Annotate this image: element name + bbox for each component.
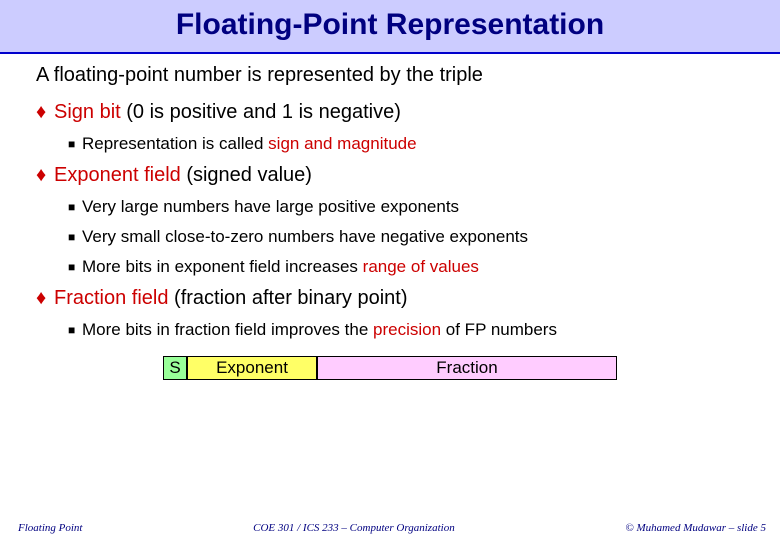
footer: Floating Point COE 301 / ICS 233 – Compu… <box>0 522 780 534</box>
square-icon: ■ <box>68 137 82 151</box>
bullet-lvl1: ♦Sign bit (0 is positive and 1 is negati… <box>36 101 744 124</box>
diagram-box: S <box>163 356 187 380</box>
bullet-text: range of values <box>363 257 479 276</box>
fp-diagram: SExponentFraction <box>36 356 744 380</box>
bullet-text: precision <box>373 320 441 339</box>
bullet-text: Representation is called <box>82 134 268 153</box>
bullet-lvl2: ■More bits in fraction field improves th… <box>68 320 744 340</box>
bullet-text: More bits in exponent field increases <box>82 257 363 276</box>
title-band: Floating-Point Representation <box>0 0 780 52</box>
square-icon: ■ <box>68 230 82 244</box>
square-icon: ■ <box>68 323 82 337</box>
footer-center: COE 301 / ICS 233 – Computer Organizatio… <box>253 522 455 534</box>
slide-title: Floating-Point Representation <box>0 8 780 42</box>
square-icon: ■ <box>68 200 82 214</box>
bullet-lvl1: ♦Exponent field (signed value) <box>36 164 744 187</box>
bullet-term: Exponent field <box>54 164 181 186</box>
bullet-text: Very large numbers have large positive e… <box>82 197 459 216</box>
bullet-term: Sign bit <box>54 101 121 123</box>
bullet-lvl2: ■Very small close-to-zero numbers have n… <box>68 227 744 247</box>
bullet-lvl2: ■More bits in exponent field increases r… <box>68 257 744 277</box>
bullet-text: More bits in fraction field improves the <box>82 320 373 339</box>
bullet-text: Very small close-to-zero numbers have ne… <box>82 227 528 246</box>
diagram-box: Exponent <box>187 356 317 380</box>
bullet-text: sign and magnitude <box>268 134 416 153</box>
bullet-rest: (signed value) <box>181 164 312 186</box>
bullet-rest: (fraction after binary point) <box>169 287 408 309</box>
bullet-term: Fraction field <box>54 287 169 309</box>
footer-right: © Muhamed Mudawar – slide 5 <box>625 522 780 534</box>
bullet-text: of FP numbers <box>441 320 557 339</box>
slide-body: A floating-point number is represented b… <box>0 54 780 380</box>
bullet-rest: (0 is positive and 1 is negative) <box>121 101 401 123</box>
diamond-icon: ♦ <box>36 164 54 187</box>
bullet-lvl2: ■Very large numbers have large positive … <box>68 197 744 217</box>
bullet-lvl1: ♦Fraction field (fraction after binary p… <box>36 287 744 310</box>
footer-left: Floating Point <box>0 522 82 534</box>
square-icon: ■ <box>68 260 82 274</box>
bullet-lvl2: ■Representation is called sign and magni… <box>68 134 744 154</box>
diamond-icon: ♦ <box>36 287 54 310</box>
diamond-icon: ♦ <box>36 101 54 124</box>
intro-text: A floating-point number is represented b… <box>36 64 744 87</box>
diagram-box: Fraction <box>317 356 617 380</box>
